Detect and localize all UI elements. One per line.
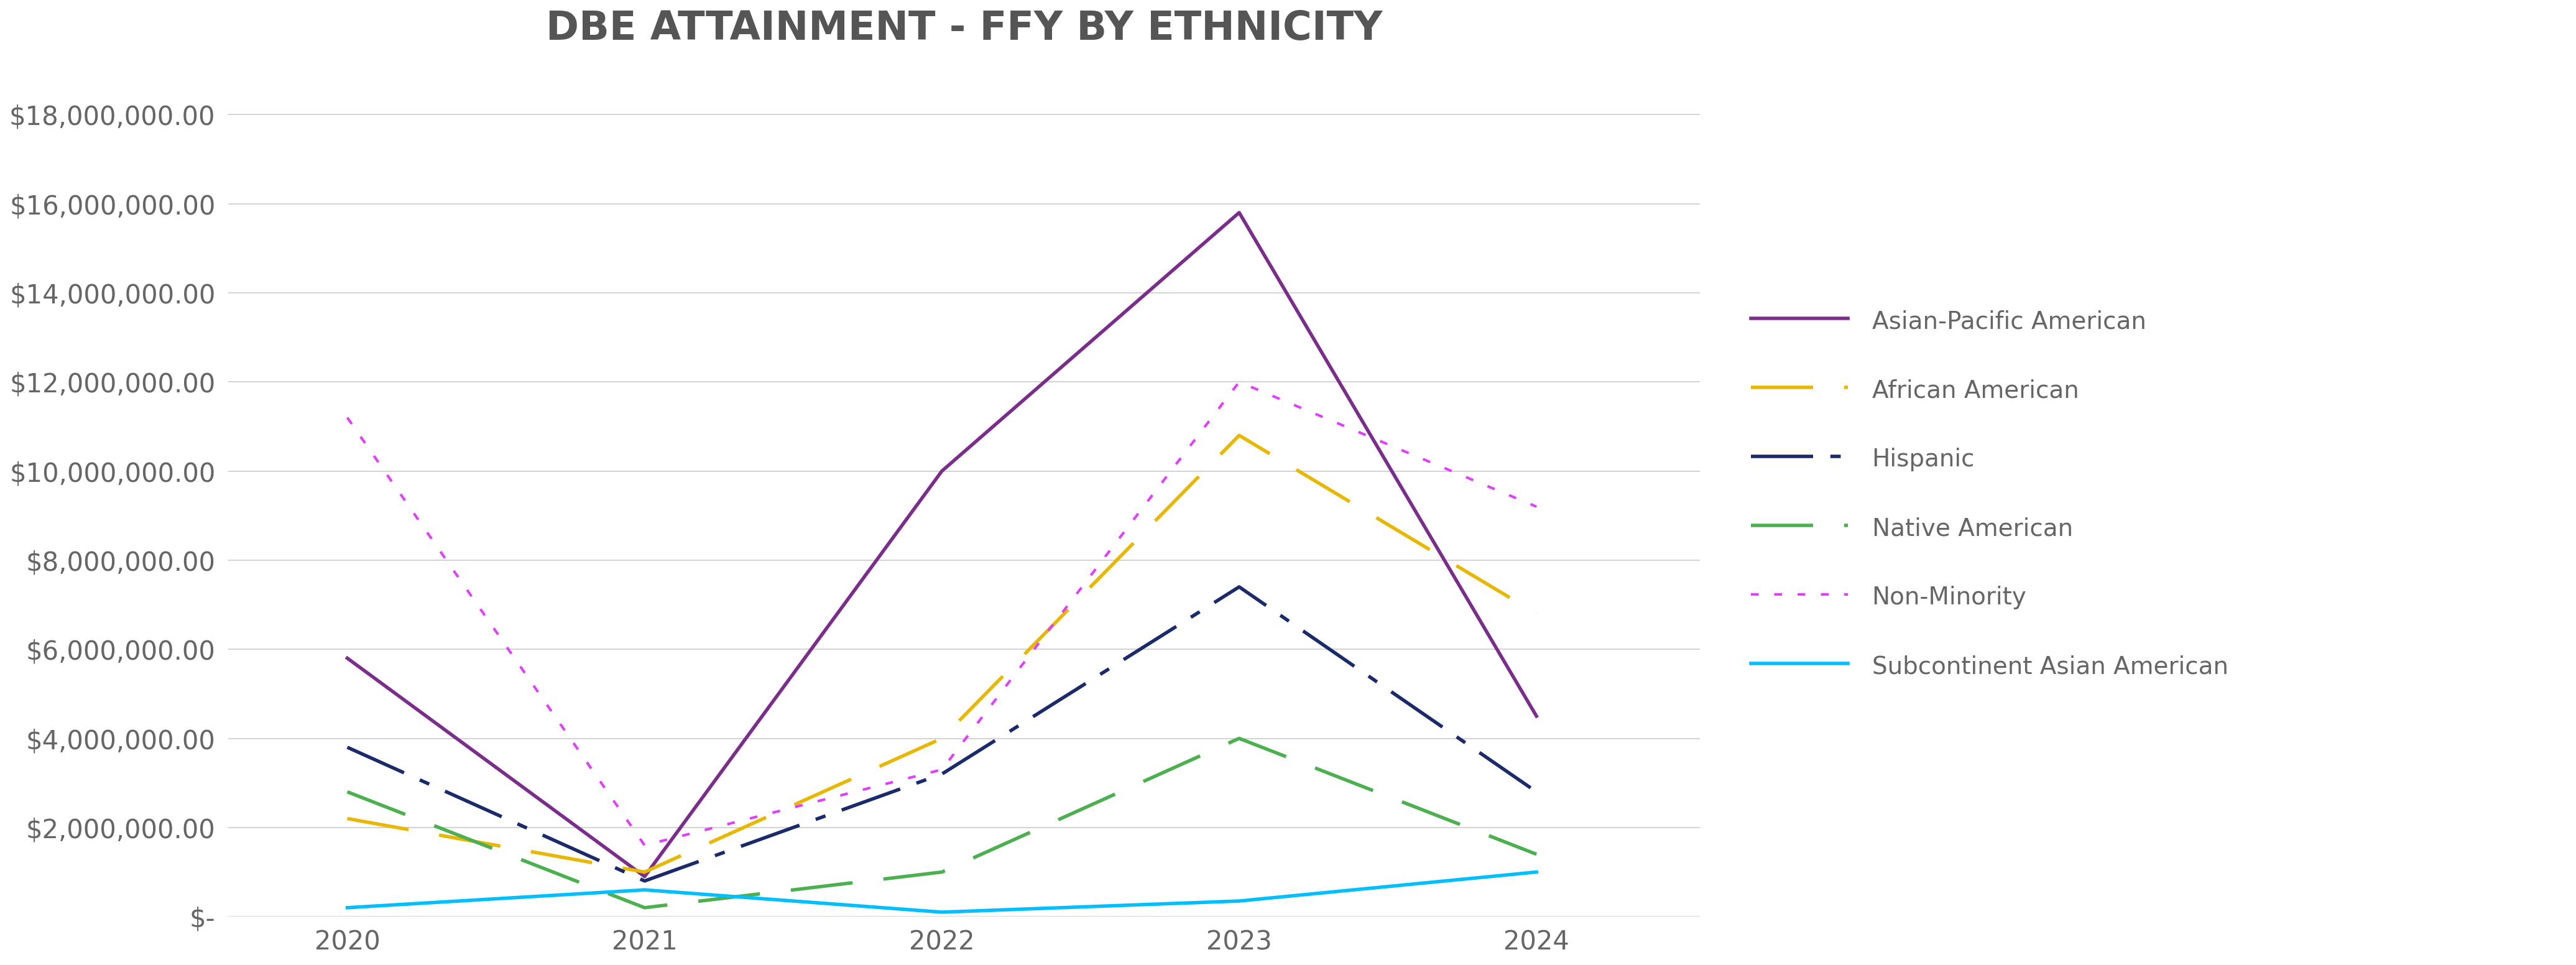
Subcontinent Asian American — [1224, 896, 1255, 907]
Line: Native American: Native American — [348, 738, 1535, 908]
Line: Asian-Pacific American: Asian-Pacific American — [348, 212, 1535, 876]
Line: Non-Minority: Non-Minority — [348, 382, 1535, 845]
Asian-Pacific American — [629, 870, 659, 882]
African American — [332, 813, 363, 824]
Subcontinent Asian American — [1520, 867, 1551, 878]
Non-Minority — [1520, 501, 1551, 512]
African American — [1224, 429, 1255, 441]
African American — [629, 867, 659, 878]
Hispanic — [927, 768, 958, 780]
Title: DBE ATTAINMENT - FFY BY ETHNICITY: DBE ATTAINMENT - FFY BY ETHNICITY — [546, 10, 1383, 48]
African American — [1520, 608, 1551, 620]
Line: Hispanic: Hispanic — [348, 587, 1535, 881]
Non-Minority — [332, 412, 363, 424]
Asian-Pacific American — [1520, 710, 1551, 722]
African American — [927, 732, 958, 744]
Native American — [1224, 732, 1255, 744]
Subcontinent Asian American — [629, 884, 659, 896]
Hispanic — [1224, 581, 1255, 593]
Native American — [1520, 848, 1551, 860]
Native American — [332, 786, 363, 798]
Non-Minority — [927, 763, 958, 775]
Hispanic — [1520, 786, 1551, 798]
Subcontinent Asian American — [927, 906, 958, 918]
Line: African American: African American — [348, 435, 1535, 872]
Line: Subcontinent Asian American: Subcontinent Asian American — [348, 872, 1535, 912]
Native American — [927, 867, 958, 878]
Hispanic — [629, 875, 659, 887]
Asian-Pacific American — [332, 652, 363, 664]
Non-Minority — [1224, 376, 1255, 388]
Asian-Pacific American — [1224, 207, 1255, 218]
Native American — [629, 902, 659, 914]
Legend: Asian-Pacific American, African American, Hispanic, Native American, Non-Minorit: Asian-Pacific American, African American… — [1726, 284, 2251, 703]
Non-Minority — [629, 840, 659, 851]
Hispanic — [332, 741, 363, 753]
Asian-Pacific American — [927, 465, 958, 477]
Subcontinent Asian American — [332, 902, 363, 914]
